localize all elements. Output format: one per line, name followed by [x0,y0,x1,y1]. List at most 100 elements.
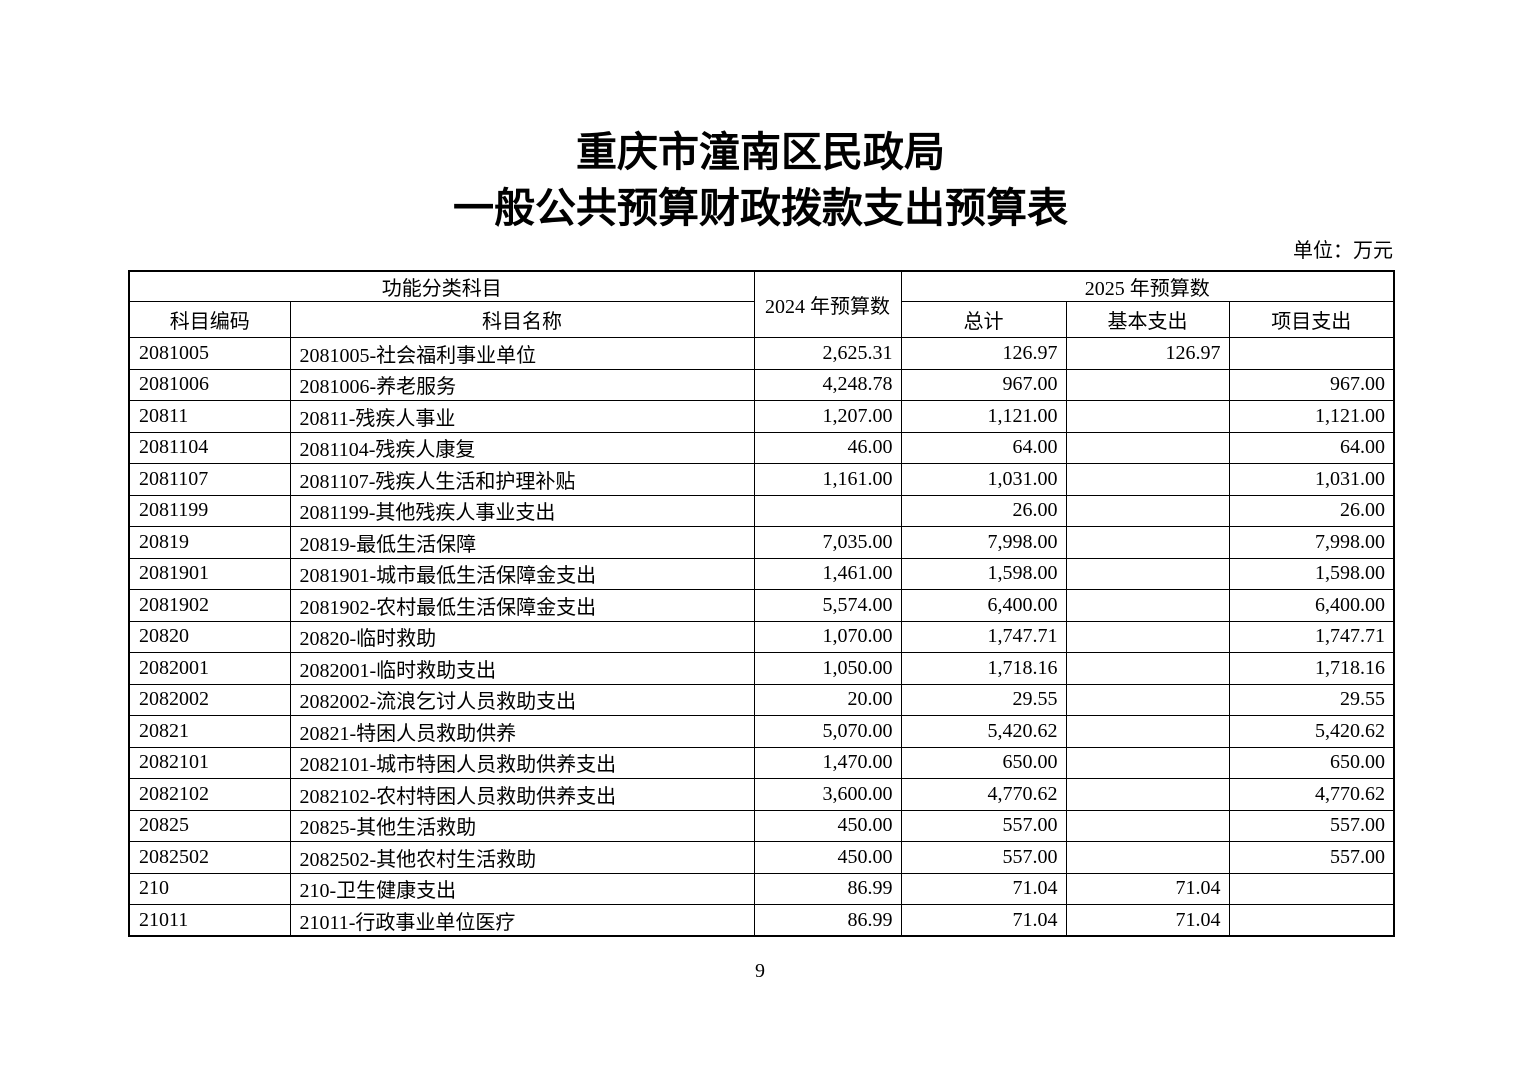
cell-2025-project: 967.00 [1228,368,1395,401]
table-row: 2081107 2081107-残疾人生活和护理补贴 1,161.00 1,03… [128,463,1395,496]
cell-2025-basic [1065,778,1230,811]
cell-2025-total: 29.55 [900,683,1067,716]
table-row: 2082001 2082001-临时救助支出 1,050.00 1,718.16… [128,652,1395,685]
cell-2025-project: 7,998.00 [1228,526,1395,559]
cell-budget-2024 [753,494,902,527]
cell-2025-total: 126.97 [900,337,1067,370]
cell-subject-name: 2081104-残疾人康复 [289,431,755,464]
cell-subject-code: 21011 [128,904,291,937]
table-header-row-2: 科目编码 科目名称 总计 基本支出 项目支出 [128,301,1395,338]
cell-subject-code: 2082101 [128,746,291,779]
table-row: 2081902 2081902-农村最低生活保障金支出 5,574.00 6,4… [128,589,1395,622]
cell-2025-project: 29.55 [1228,683,1395,716]
cell-2025-project: 1,747.71 [1228,620,1395,653]
cell-budget-2024: 3,600.00 [753,778,902,811]
cell-budget-2024: 86.99 [753,872,902,905]
cell-budget-2024: 450.00 [753,841,902,874]
cell-budget-2024: 46.00 [753,431,902,464]
cell-2025-basic: 126.97 [1065,337,1230,370]
cell-2025-total: 557.00 [900,809,1067,842]
cell-budget-2024: 2,625.31 [753,337,902,370]
cell-subject-code: 210 [128,872,291,905]
cell-2025-total: 4,770.62 [900,778,1067,811]
cell-subject-name: 20820-临时救助 [289,620,755,653]
cell-subject-name: 2081902-农村最低生活保障金支出 [289,589,755,622]
cell-subject-name: 20811-残疾人事业 [289,400,755,433]
cell-2025-basic [1065,431,1230,464]
cell-2025-basic: 71.04 [1065,872,1230,905]
header-basic-expenditure: 基本支出 [1065,301,1230,338]
cell-subject-name: 2082502-其他农村生活救助 [289,841,755,874]
cell-2025-total: 1,598.00 [900,557,1067,590]
cell-2025-basic [1065,746,1230,779]
table-row: 2082101 2082101-城市特困人员救助供养支出 1,470.00 65… [128,746,1395,779]
budget-table-header: 功能分类科目 2024 年预算数 2025 年预算数 科目编码 科目名称 总计 … [128,270,1395,338]
cell-2025-total: 1,121.00 [900,400,1067,433]
cell-budget-2024: 450.00 [753,809,902,842]
header-subject-name: 科目名称 [289,301,755,338]
cell-budget-2024: 4,248.78 [753,368,902,401]
table-row: 21011 21011-行政事业单位医疗 86.99 71.04 71.04 [128,904,1395,937]
cell-subject-name: 2082002-流浪乞讨人员救助支出 [289,683,755,716]
cell-subject-code: 20821 [128,715,291,748]
cell-2025-project: 1,718.16 [1228,652,1395,685]
cell-subject-name: 20821-特困人员救助供养 [289,715,755,748]
cell-2025-total: 26.00 [900,494,1067,527]
header-subject-code: 科目编码 [128,301,291,338]
header-2024-budget: 2024 年预算数 [753,270,902,338]
table-row: 2082002 2082002-流浪乞讨人员救助支出 20.00 29.55 2… [128,683,1395,716]
cell-subject-name: 2081901-城市最低生活保障金支出 [289,557,755,590]
cell-budget-2024: 1,207.00 [753,400,902,433]
table-row: 20811 20811-残疾人事业 1,207.00 1,121.00 1,12… [128,400,1395,433]
cell-budget-2024: 1,470.00 [753,746,902,779]
document-title-line2: 一般公共预算财政拨款支出预算表 [453,185,1068,231]
document-title-line1: 重庆市潼南区民政局 [576,129,945,175]
cell-subject-name: 2082102-农村特困人员救助供养支出 [289,778,755,811]
header-2025-budget: 2025 年预算数 [900,270,1395,302]
cell-subject-code: 2081005 [128,337,291,370]
cell-2025-project: 650.00 [1228,746,1395,779]
table-row: 2081005 2081005-社会福利事业单位 2,625.31 126.97… [128,337,1395,370]
cell-2025-basic [1065,557,1230,590]
cell-2025-project: 26.00 [1228,494,1395,527]
cell-budget-2024: 5,574.00 [753,589,902,622]
table-row: 2081199 2081199-其他残疾人事业支出 26.00 26.00 [128,494,1395,527]
cell-2025-basic [1065,809,1230,842]
cell-subject-code: 2082001 [128,652,291,685]
table-row: 2082502 2082502-其他农村生活救助 450.00 557.00 5… [128,841,1395,874]
cell-subject-name: 2082001-临时救助支出 [289,652,755,685]
cell-budget-2024: 1,070.00 [753,620,902,653]
cell-2025-basic [1065,526,1230,559]
table-row: 20821 20821-特困人员救助供养 5,070.00 5,420.62 5… [128,715,1395,748]
cell-subject-name: 2082101-城市特困人员救助供养支出 [289,746,755,779]
cell-subject-code: 20825 [128,809,291,842]
cell-2025-basic [1065,400,1230,433]
cell-2025-project: 6,400.00 [1228,589,1395,622]
table-row: 20820 20820-临时救助 1,070.00 1,747.71 1,747… [128,620,1395,653]
cell-2025-basic: 71.04 [1065,904,1230,937]
cell-budget-2024: 5,070.00 [753,715,902,748]
cell-2025-total: 5,420.62 [900,715,1067,748]
cell-2025-basic [1065,368,1230,401]
cell-2025-basic [1065,463,1230,496]
cell-subject-name: 2081199-其他残疾人事业支出 [289,494,755,527]
table-row: 2081901 2081901-城市最低生活保障金支出 1,461.00 1,5… [128,557,1395,590]
cell-2025-project: 1,121.00 [1228,400,1395,433]
table-row: 2081006 2081006-养老服务 4,248.78 967.00 967… [128,368,1395,401]
cell-2025-total: 6,400.00 [900,589,1067,622]
cell-subject-name: 2081005-社会福利事业单位 [289,337,755,370]
header-project-expenditure: 项目支出 [1228,301,1395,338]
page-number: 9 [755,960,765,982]
cell-budget-2024: 1,461.00 [753,557,902,590]
cell-2025-total: 1,718.16 [900,652,1067,685]
cell-subject-name: 210-卫生健康支出 [289,872,755,905]
cell-2025-total: 64.00 [900,431,1067,464]
cell-2025-basic [1065,589,1230,622]
cell-2025-project [1228,904,1395,937]
cell-2025-total: 1,031.00 [900,463,1067,496]
table-row: 20825 20825-其他生活救助 450.00 557.00 557.00 [128,809,1395,842]
cell-budget-2024: 1,050.00 [753,652,902,685]
cell-subject-code: 2082002 [128,683,291,716]
table-row: 210 210-卫生健康支出 86.99 71.04 71.04 [128,872,1395,905]
cell-2025-project: 557.00 [1228,841,1395,874]
